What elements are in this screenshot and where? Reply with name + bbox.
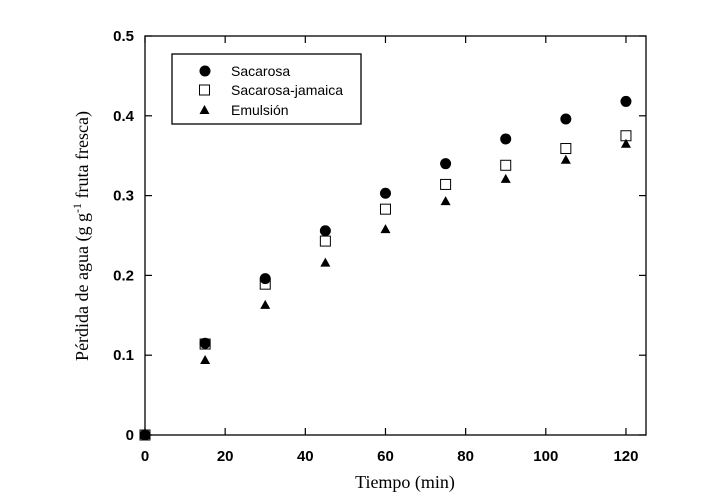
legend-label-emulsion: Emulsión xyxy=(231,102,289,118)
data-point-emulsion xyxy=(560,154,571,164)
legend-label-sacarosa: Sacarosa xyxy=(231,63,290,79)
data-point-emulsion xyxy=(380,224,391,234)
data-point-sacarosa xyxy=(560,113,572,125)
legend-label-sacarosa-jamaica: Sacarosa-jamaica xyxy=(231,82,343,98)
data-point-emulsion xyxy=(260,299,271,309)
data-point-emulsion xyxy=(320,257,331,267)
x-tick-label: 100 xyxy=(533,448,558,465)
data-point-sacarosa-jamaica xyxy=(500,159,512,171)
data-point-sacarosa xyxy=(620,95,632,107)
data-point-sacarosa-jamaica xyxy=(560,143,572,155)
y-tick-label: 0 xyxy=(126,427,134,444)
x-axis-label: Tiempo (min) xyxy=(355,472,455,493)
data-point-sacarosa xyxy=(319,225,331,237)
y-axis-label: Pérdida de agua (g g-1 fruta fresca) xyxy=(70,111,93,361)
data-point-sacarosa-jamaica xyxy=(379,203,391,215)
x-tick-label: 60 xyxy=(377,448,394,465)
x-tick-label: 40 xyxy=(297,448,314,465)
legend-marker-sacarosa-jamaica xyxy=(199,84,210,96)
y-tick-label: 0.2 xyxy=(113,267,134,284)
x-tick-label: 120 xyxy=(613,448,638,465)
data-point-emulsion xyxy=(200,354,211,364)
data-point-sacarosa xyxy=(259,273,271,285)
x-tick-label: 80 xyxy=(457,448,474,465)
data-point-emulsion xyxy=(440,196,451,206)
data-point-sacarosa-jamaica xyxy=(319,235,331,247)
data-point-sacarosa-jamaica xyxy=(440,178,452,190)
data-point-emulsion xyxy=(500,173,511,183)
data-point-emulsion xyxy=(620,138,631,148)
y-tick-label: 0.1 xyxy=(113,347,134,364)
legend: Sacarosa Sacarosa-jamaica Emulsión xyxy=(171,53,362,125)
data-point-sacarosa xyxy=(379,187,391,199)
y-tick-label: 0.4 xyxy=(113,108,135,125)
x-tick-label: 20 xyxy=(217,448,234,465)
x-tick-label: 0 xyxy=(141,448,149,465)
data-point-sacarosa xyxy=(500,133,512,145)
data-point-sacarosa xyxy=(440,158,452,170)
y-tick-label: 0.3 xyxy=(113,188,134,205)
legend-marker-sacarosa xyxy=(199,65,211,77)
data-point-sacarosa xyxy=(139,429,151,441)
plot-frame xyxy=(144,35,647,436)
data-point-sacarosa xyxy=(199,337,211,349)
y-tick-label: 0.5 xyxy=(113,28,134,45)
legend-marker-emulsion xyxy=(199,105,210,114)
